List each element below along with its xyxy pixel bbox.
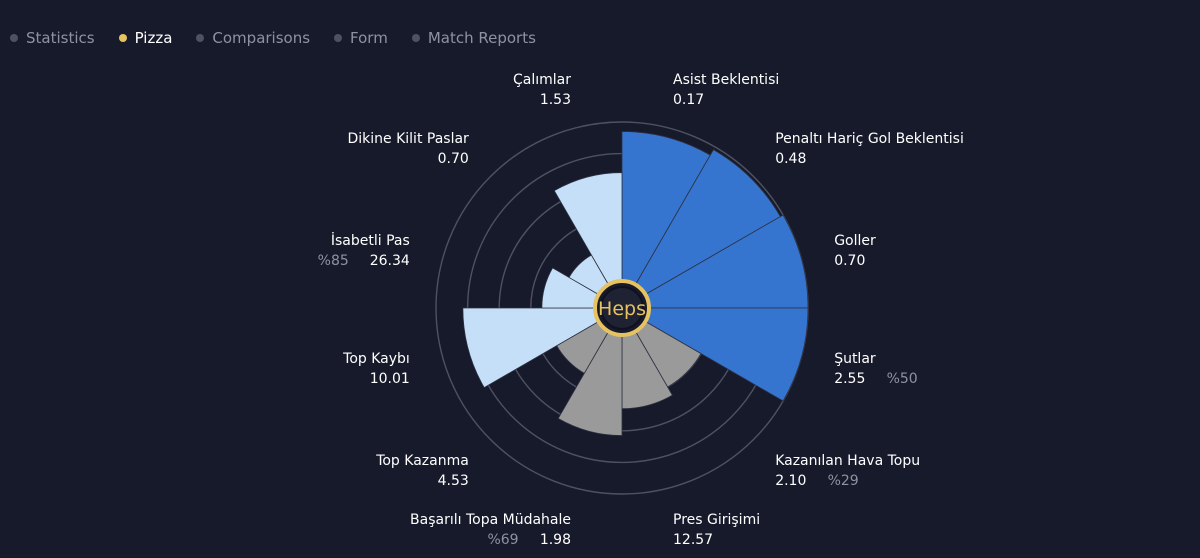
- tab-label: Match Reports: [427, 29, 536, 47]
- center-disc: [600, 286, 644, 330]
- segment-name-label: Dikine Kilit Paslar: [347, 131, 469, 147]
- tab-comparisons[interactable]: Comparisons: [196, 29, 310, 47]
- segment-value-label: 0.70: [834, 253, 865, 269]
- segment-name-label: İsabetli Pas: [331, 231, 410, 249]
- segment-value-label: 1.98: [540, 532, 571, 548]
- segment-percent-label: %50: [887, 371, 918, 387]
- segment-value-label: 0.70: [438, 151, 469, 167]
- segment-name-label: Top Kazanma: [375, 453, 469, 469]
- tab-statistics[interactable]: Statistics: [10, 29, 95, 47]
- segment-name-label: Top Kaybı: [342, 351, 410, 367]
- segment-name-label: Çalımlar: [513, 72, 571, 88]
- tab-match-reports[interactable]: Match Reports: [411, 29, 536, 47]
- tab-label: Comparisons: [212, 29, 311, 47]
- segment-value-label: 26.34: [370, 253, 410, 269]
- tab-dot-icon: [196, 34, 205, 42]
- segment-name-label: Penaltı Hariç Gol Beklentisi: [775, 131, 964, 147]
- tab-pizza[interactable]: Pizza: [118, 29, 173, 47]
- segment-name-label: Şutlar: [834, 351, 876, 367]
- tab-dot-icon: [334, 34, 343, 42]
- segment-percent-label: %29: [828, 473, 859, 489]
- tab-dot-icon: [118, 34, 127, 42]
- tab-label: Statistics: [26, 29, 95, 47]
- segment-value-label: 2.10: [775, 473, 806, 489]
- segment-percent-label: %69: [487, 532, 518, 548]
- tab-form[interactable]: Form: [334, 29, 388, 47]
- segment-name-label: Asist Beklentisi: [673, 72, 779, 88]
- tab-dot-icon: [411, 34, 420, 42]
- segment-name-label: Goller: [834, 233, 876, 249]
- chart-labels: Asist Beklentisi 0.17 Penaltı Hariç Gol Be…: [318, 72, 964, 548]
- segment-value-label: 0.17: [673, 92, 704, 108]
- tab-bar: Statistics Pizza Comparisons Form Match …: [0, 0, 1200, 76]
- segment-name-label: Kazanılan Hava Topu: [775, 453, 920, 469]
- segment-value-label: 10.01: [370, 371, 410, 387]
- segment-percent-label: %85: [318, 253, 349, 269]
- center-label: Heps: [598, 298, 646, 320]
- tab-dot-icon: [10, 34, 18, 42]
- segment-name-label: Başarılı Topa Müdahale: [410, 512, 571, 528]
- segment-value-label: 1.53: [540, 92, 571, 108]
- segment-value-label: 0.48: [775, 151, 806, 167]
- segment-name-label: Pres Girişimi: [673, 512, 760, 528]
- segment-value-label: 2.55: [834, 371, 865, 387]
- tab-label: Pizza: [134, 29, 173, 47]
- segment-value-label: 12.57: [673, 532, 713, 548]
- center-badge: Heps: [593, 279, 651, 337]
- chart-slices: [462, 131, 809, 436]
- segment-value-label: 4.53: [438, 473, 469, 489]
- tab-label: Form: [350, 29, 388, 47]
